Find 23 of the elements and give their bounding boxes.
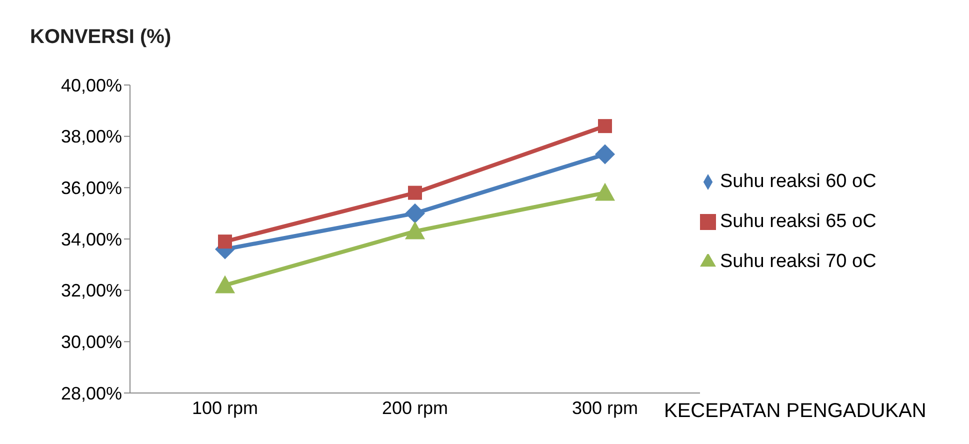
point xyxy=(215,275,235,294)
legend-label: Suhu reaksi 65 oC xyxy=(720,211,876,232)
point xyxy=(405,221,425,240)
y-tick-label: 34,00% xyxy=(60,229,122,250)
y-tick-label: 36,00% xyxy=(60,178,122,198)
x-tick-label: 100 rpm xyxy=(192,398,258,418)
y-tick-label: 32,00% xyxy=(60,280,122,301)
x-axis-title: KECEPATAN PENGADUKAN xyxy=(664,400,926,423)
point xyxy=(408,186,422,200)
y-tick-label: 40,00% xyxy=(60,75,122,96)
point xyxy=(405,203,425,224)
point xyxy=(595,182,615,201)
x-tick-label: 200 rpm xyxy=(382,398,448,418)
point xyxy=(595,144,615,164)
legend-label: Suhu reaksi 70 oC xyxy=(720,251,876,272)
point xyxy=(218,234,232,249)
x-tick-label: 300 rpm xyxy=(572,398,638,418)
y-tick-label: 38,00% xyxy=(60,126,122,147)
legend-label: Suhu reaksi 60 oC xyxy=(720,171,876,192)
point xyxy=(598,119,612,134)
y-axis-title: KONVERSI (%) xyxy=(30,26,172,49)
y-tick-label: 30,00% xyxy=(60,332,122,352)
y-tick-label: 28,00% xyxy=(60,383,122,404)
